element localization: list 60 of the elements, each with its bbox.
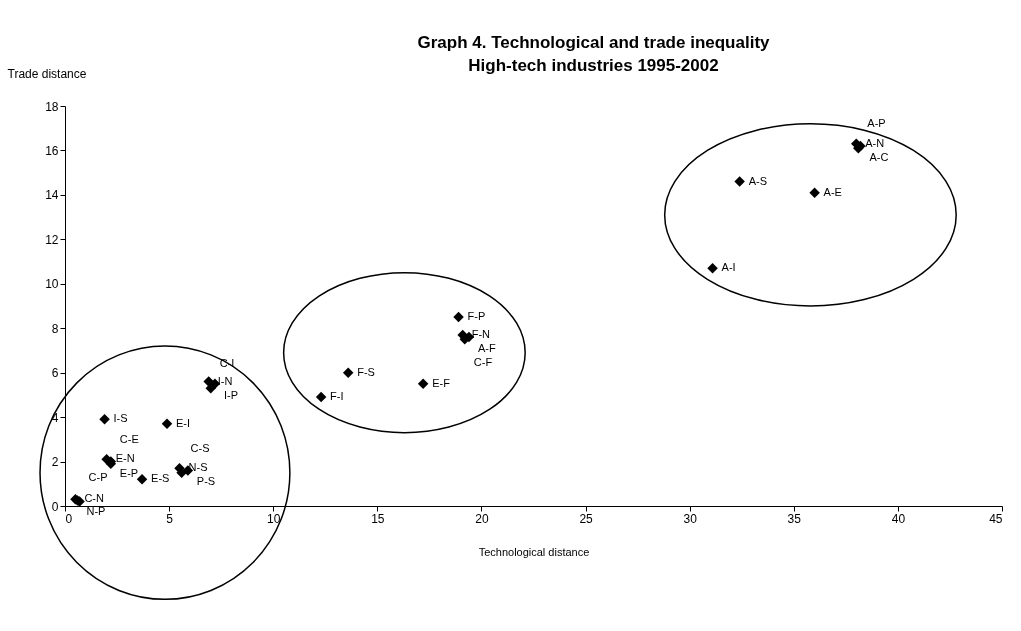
data-label: P-S <box>196 475 216 488</box>
data-label: C-P <box>88 470 108 483</box>
data-label: C-S <box>190 441 210 454</box>
x-tick-label: 25 <box>579 511 594 526</box>
data-label: A-E <box>823 185 842 198</box>
point <box>453 311 464 323</box>
x-tick-label: 30 <box>683 511 698 526</box>
x-tick-label: 15 <box>371 511 385 526</box>
chart-title: Graph 4. Technological and trade inequality <box>417 33 771 52</box>
x-tick-label: 45 <box>989 511 1003 526</box>
point <box>707 262 718 274</box>
data-label: N-P <box>86 505 106 518</box>
y-tick-label: 4 <box>51 410 59 425</box>
y-tick-label: 2 <box>51 455 59 470</box>
x-tick-label: 40 <box>891 511 906 526</box>
y-tick-label: 10 <box>45 277 59 292</box>
point <box>417 378 429 390</box>
data-label: A-I <box>721 261 736 274</box>
x-tick-label: 0 <box>65 511 73 526</box>
y-tick-label: 12 <box>45 232 59 247</box>
data-label: I-P <box>223 388 238 401</box>
x-tick-label: 35 <box>787 511 802 526</box>
data-label: C-F <box>473 356 493 369</box>
y-tick-label: 14 <box>45 188 59 203</box>
x-tick-label: 5 <box>166 511 174 526</box>
point <box>161 418 173 430</box>
x-axis-title: Technological distance <box>478 545 590 558</box>
y-tick-label: 0 <box>51 499 59 514</box>
data-label: E-P <box>119 466 139 479</box>
data-label: C-E <box>119 432 139 445</box>
point <box>99 414 110 425</box>
data-label: F-P <box>467 310 486 323</box>
data-label: E-S <box>151 472 170 485</box>
data-label: A-S <box>748 174 767 187</box>
y-tick-label: 18 <box>45 99 59 114</box>
data-label: A-P <box>867 117 886 130</box>
point <box>315 391 327 403</box>
data-label: A-F <box>477 342 496 355</box>
data-label: A-N <box>865 136 885 149</box>
data-label: F-N <box>471 327 491 340</box>
y-axis-title: Trade distance <box>7 66 87 81</box>
point <box>809 187 820 198</box>
point <box>734 176 745 187</box>
y-tick-label: 16 <box>45 143 59 158</box>
y-tick-label: 6 <box>51 366 59 381</box>
x-tick-label: 20 <box>475 511 489 526</box>
data-label: E-F <box>432 376 451 389</box>
data-label: E-N <box>115 452 135 465</box>
data-label: F-S <box>357 365 375 378</box>
data-label: I-S <box>113 412 128 425</box>
x-tick-label: 10 <box>267 511 281 526</box>
y-tick-label: 8 <box>51 321 59 336</box>
data-label: E-I <box>176 416 191 429</box>
point <box>136 474 148 485</box>
chart-subtitle: High-tech industries 1995-2002 <box>468 56 719 75</box>
data-label: F-I <box>330 390 344 403</box>
data-label: A-C <box>869 151 889 163</box>
point <box>342 367 354 378</box>
data-label: I-N <box>217 374 233 387</box>
data-label: C-N <box>84 492 105 505</box>
